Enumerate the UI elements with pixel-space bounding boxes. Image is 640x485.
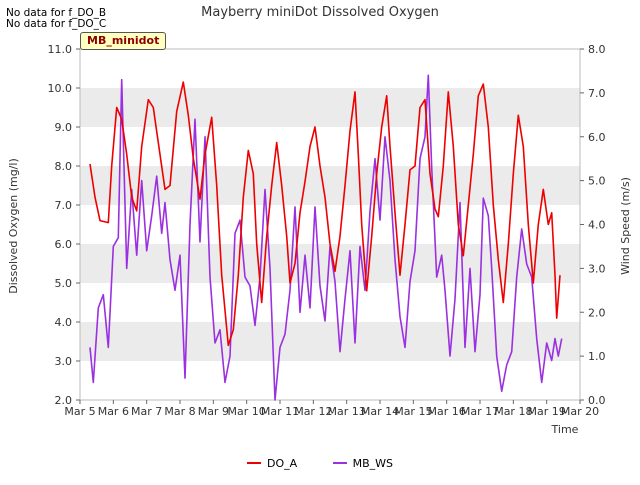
- x-axis-label: Time: [551, 423, 579, 436]
- grid-band: [80, 322, 580, 361]
- x-tick-label: Mar 7: [131, 405, 162, 418]
- background-bands: [80, 88, 580, 361]
- y-tick-label: 7.0: [55, 199, 73, 212]
- y2-tick-label: 5.0: [588, 175, 606, 188]
- y2-tick-label: 1.0: [588, 350, 606, 363]
- y-tick-label: 2.0: [55, 394, 73, 407]
- legend-item-do-a[interactable]: DO_A: [246, 456, 298, 470]
- y-tick-label: 9.0: [55, 121, 73, 134]
- series-layer: [89, 74, 563, 401]
- y-tick-label: 6.0: [55, 238, 73, 251]
- y2-tick-label: 2.0: [588, 306, 606, 319]
- x-tick-label: Mar 14: [361, 405, 399, 418]
- y-axis-right: 0.0 1.0 2.0 3.0 4.0 5.0 6.0 7.0 8.0: [580, 43, 606, 407]
- chart-title: Mayberry miniDot Dissolved Oxygen: [201, 5, 439, 20]
- y-tick-label: 3.0: [55, 355, 73, 368]
- x-tick-label: Mar 19: [528, 405, 566, 418]
- legend-label-do-a: DO_A: [266, 456, 298, 470]
- x-tick-label: Mar 8: [164, 405, 195, 418]
- legend-label-mb-ws: MB_WS: [352, 456, 394, 470]
- x-tick-label: Mar 17: [461, 405, 499, 418]
- y2-tick-label: 4.0: [588, 219, 606, 232]
- legend-swatch-do-a: [246, 462, 261, 464]
- y2-tick-label: 8.0: [588, 43, 606, 56]
- legend-item-mb-ws[interactable]: MB_WS: [332, 456, 394, 470]
- y-axis-label: Dissolved Oxygen (mg/l): [7, 158, 20, 293]
- no-data-note-c: No data for f_DO_C: [6, 18, 107, 30]
- x-tick-label: Mar 11: [261, 405, 299, 418]
- y2-tick-label: 7.0: [588, 87, 606, 100]
- legend-swatch-mb-ws: [332, 462, 347, 464]
- legend: DO_A MB_WS: [0, 454, 640, 470]
- y-tick-label: 4.0: [55, 316, 73, 329]
- x-tick-label: Mar 5: [64, 405, 95, 418]
- x-tick-label: Mar 9: [198, 405, 229, 418]
- y-axis-left: 2.0 3.0 4.0 5.0 6.0 7.0 8.0 9.0 10.0 11.0: [48, 43, 80, 407]
- series-line-do-a: [89, 81, 561, 347]
- y2-tick-label: 3.0: [588, 262, 606, 275]
- x-tick-label: Mar 13: [328, 405, 366, 418]
- x-tick-label: Mar 15: [394, 405, 432, 418]
- x-tick-label: Mar 12: [294, 405, 332, 418]
- y2-tick-label: 0.0: [588, 394, 606, 407]
- x-tick-label: Mar 6: [98, 405, 129, 418]
- y-tick-label: 10.0: [48, 82, 73, 95]
- x-tick-label: Mar 18: [494, 405, 532, 418]
- y-tick-label: 8.0: [55, 160, 73, 173]
- grid-band: [80, 88, 580, 127]
- no-data-note-b: No data for f_DO_B: [6, 7, 107, 19]
- site-badge: MB_minidot: [80, 32, 167, 50]
- y2-tick-label: 6.0: [588, 131, 606, 144]
- x-tick-label: Mar 10: [228, 405, 266, 418]
- x-tick-label: Mar 16: [428, 405, 466, 418]
- y2-axis-label: Wind Speed (m/s): [619, 177, 632, 275]
- y-tick-label: 11.0: [48, 43, 73, 56]
- x-tick-label: Mar 20: [561, 405, 599, 418]
- y-tick-label: 5.0: [55, 277, 73, 290]
